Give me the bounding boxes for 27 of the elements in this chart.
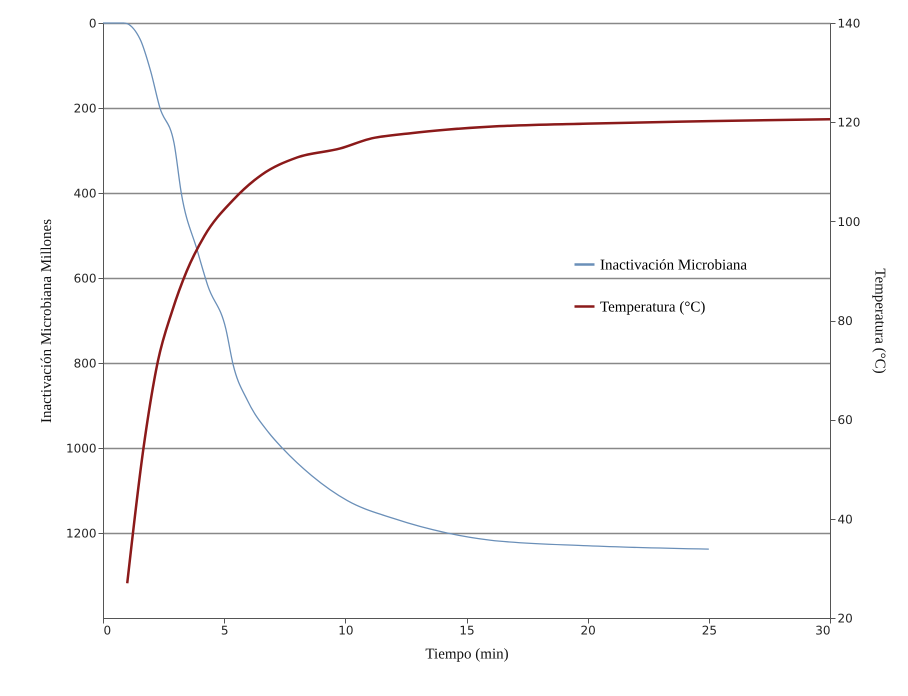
y-tick-label: 400 <box>74 186 96 200</box>
x-tick-label: 30 <box>815 624 830 638</box>
y2-tick-label: 100 <box>838 214 860 229</box>
x-tick-label: 20 <box>580 624 596 638</box>
x-tick-label: 15 <box>459 624 475 638</box>
y2-tick-label: 80 <box>838 314 853 328</box>
y-tick-label: 1200 <box>66 526 96 540</box>
y2-tick-label: 40 <box>838 512 853 526</box>
y2-tick-label: 140 <box>838 16 860 30</box>
legend-label: Inactivación Microbiana <box>600 258 748 274</box>
x-axis-title: Tiempo (min) <box>425 646 509 662</box>
x-tick-label: 0 <box>104 624 112 638</box>
line-series <box>126 118 832 585</box>
x-tick-label: 5 <box>220 624 228 638</box>
y2-tick-label: 120 <box>838 116 860 130</box>
y-axis-title: Inactivación Microbiana Millones <box>38 218 55 424</box>
x-tick-label: 10 <box>338 624 354 638</box>
x-tick-label: 25 <box>702 624 717 638</box>
y-tick-label: 600 <box>74 272 96 286</box>
y-tick-label: 200 <box>74 102 96 116</box>
legend-label: Temperatura (°C) <box>600 300 706 316</box>
y2-tick-label: 60 <box>838 413 853 428</box>
y-tick-label: 0 <box>88 16 96 30</box>
y-tick-label: 1000 <box>66 442 96 456</box>
y-tick-label: 800 <box>74 356 96 370</box>
y2-axis-title: Temperatura (°C) <box>871 268 888 374</box>
y2-tick-label: 20 <box>838 612 853 626</box>
